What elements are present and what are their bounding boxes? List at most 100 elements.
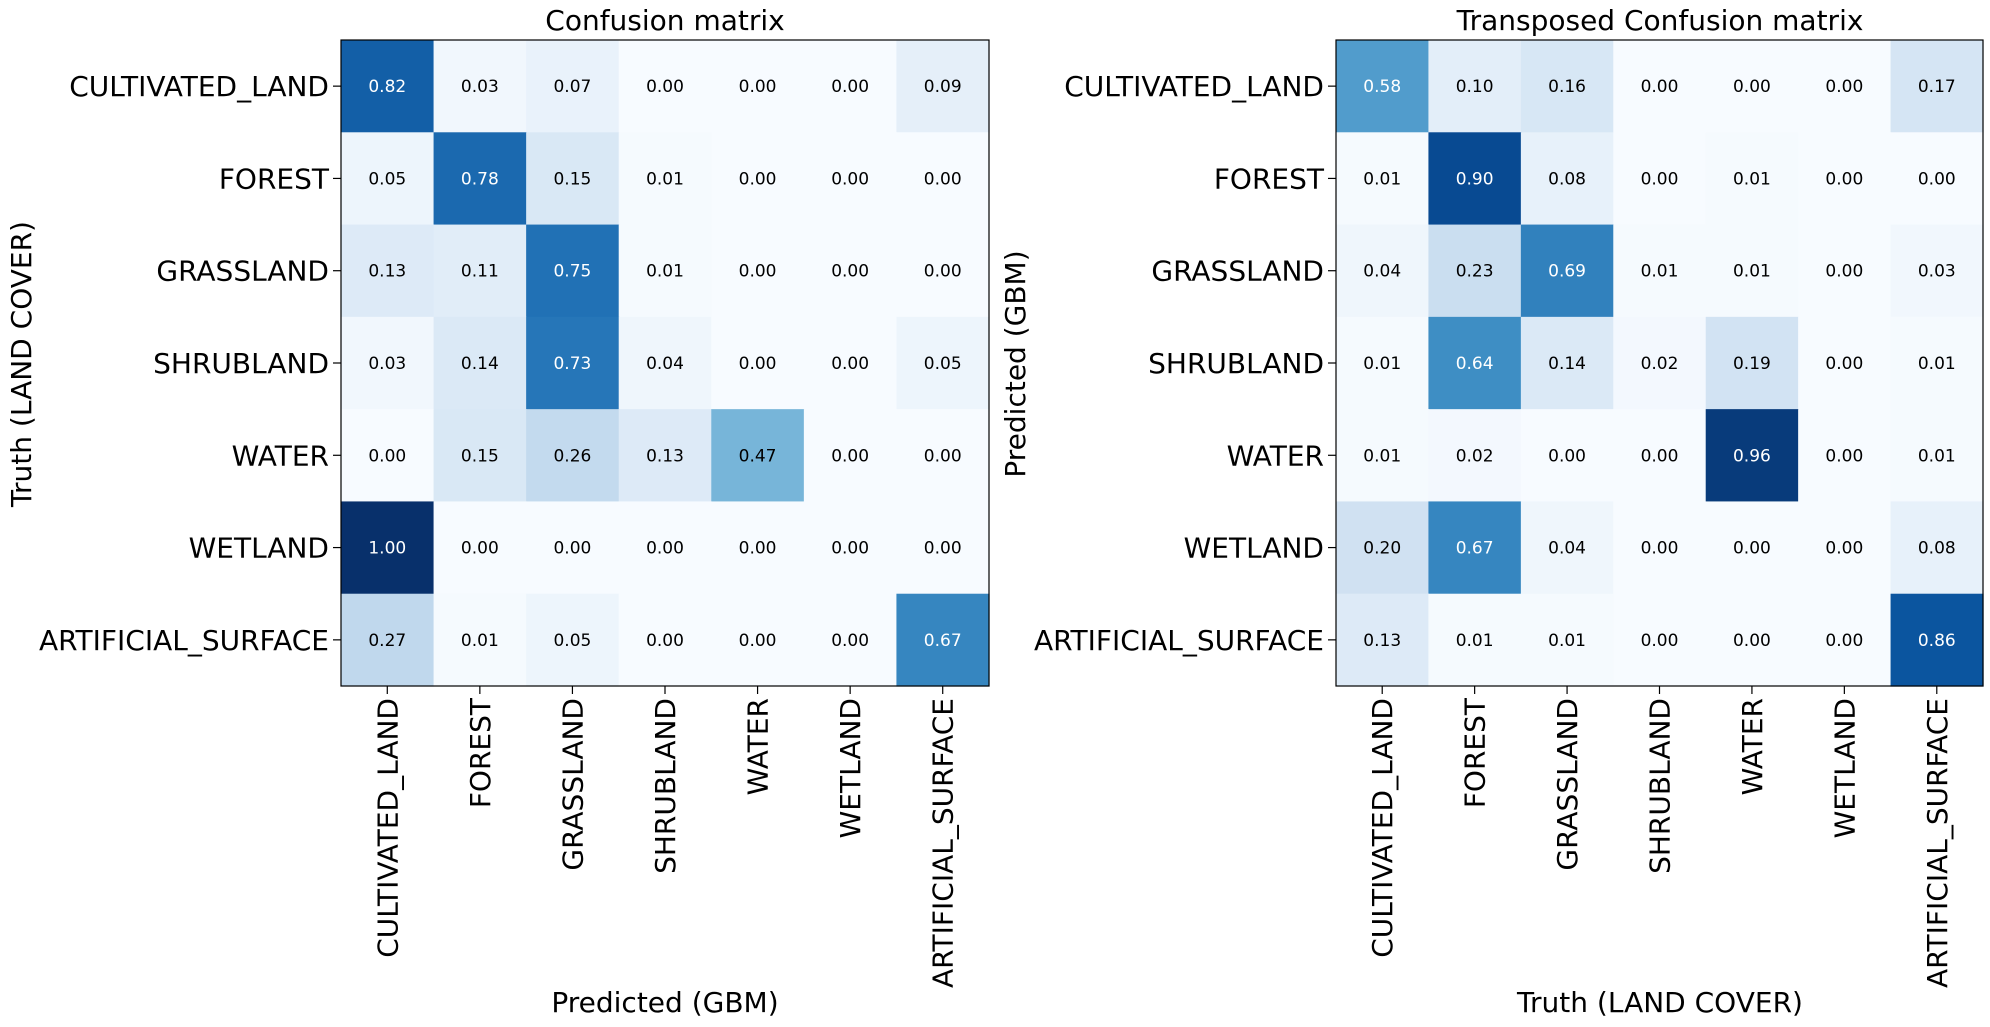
y-axis-label: Truth (LAND COVER) [5,221,38,508]
heatmap-cell [803,501,898,595]
cell-value-label: 0.00 [1825,354,1863,374]
heatmap-cell [711,316,805,410]
cell-value-label: 0.78 [461,169,499,189]
cell-value-label: 0.15 [553,169,591,189]
heatmap-cell [341,593,435,687]
heatmap-cell [433,40,527,133]
cell-value-label: 0.08 [1918,539,1956,559]
cell-value-label: 0.17 [1918,77,1956,97]
y-tick-label: ARTIFICIAL_SURFACE [39,624,329,657]
heatmap-cell [1798,409,1892,503]
cell-value-label: 0.27 [368,631,406,651]
cell-value-label: 0.00 [368,446,406,466]
heatmap-cell [711,40,805,133]
cell-value-label: 0.82 [368,77,406,97]
heatmap-cell [1798,132,1892,226]
heatmap-cell [618,132,712,226]
cell-value-label: 0.73 [553,354,591,374]
x-tick-label: FOREST [1459,697,1492,808]
heatmap-cell [896,40,990,133]
cell-value-label: 0.03 [1918,262,1956,282]
cell-value-label: 0.00 [739,77,777,97]
y-tick-label: GRASSLAND [156,255,329,288]
heatmap-cell [1705,40,1799,133]
heatmap-cell [1613,316,1707,410]
cell-value-label: 0.00 [1918,169,1956,189]
heatmap-cell [1613,409,1707,503]
cell-value-label: 0.00 [1825,446,1863,466]
y-tick-label: FOREST [1214,162,1325,195]
heatmap-cell [1613,593,1707,687]
heatmap-cell [618,40,712,133]
heatmap-cell [1613,40,1707,133]
cell-value-label: 0.00 [924,446,962,466]
heatmap-cell [526,501,620,595]
cell-value-label: 0.01 [1548,631,1586,651]
heatmap-cell [1613,224,1707,318]
y-tick-label: SHRUBLAND [153,347,329,380]
heatmap-cell [1890,316,1984,410]
heatmap-cell [526,40,620,133]
x-axis-label: Predicted (GBM) [551,986,778,1019]
cell-value-label: 0.01 [1918,354,1956,374]
heatmap-cell [896,409,990,503]
confusion-matrix-panel: Confusion matrix Predicted (GBM) Truth (… [5,4,990,1019]
cell-value-label: 0.00 [831,77,869,97]
heatmap-cell [1798,316,1892,410]
heatmap-cell [1336,40,1430,133]
cell-value-label: 0.00 [1825,77,1863,97]
heatmap-cell [1798,501,1892,595]
heatmap-cell [1890,40,1984,133]
cell-value-label: 0.00 [1733,539,1771,559]
heatmap-cell [433,501,527,595]
heatmap-cell [1798,224,1892,318]
cell-value-label: 0.03 [461,77,499,97]
heatmap-cell [618,501,712,595]
cell-value-label: 0.00 [739,169,777,189]
cell-value-label: 0.47 [739,446,777,466]
cell-value-label: 0.01 [1641,262,1679,282]
cell-value-label: 0.15 [461,446,499,466]
heatmap-cell [711,593,805,687]
heatmap-cell [618,409,712,503]
cell-value-label: 0.90 [1456,169,1494,189]
cell-value-label: 0.01 [1363,169,1401,189]
cell-value-label: 0.00 [831,262,869,282]
x-tick-label: SHRUBLAND [1644,698,1677,874]
heatmap-cell [711,224,805,318]
heatmap-cell [803,409,898,503]
heatmap-cell [433,409,527,503]
y-tick-label: SHRUBLAND [1148,347,1324,380]
cell-value-label: 0.00 [553,539,591,559]
cell-value-label: 0.01 [1456,631,1494,651]
heatmap-cell [803,132,898,226]
heatmap-cell [1705,132,1799,226]
cell-value-label: 0.00 [646,77,684,97]
heatmap-cell [896,316,990,410]
cell-value-label: 0.23 [1456,262,1494,282]
heatmap-cell [1428,132,1522,226]
cell-value-label: 0.00 [739,354,777,374]
heatmap-cell [526,132,620,226]
cell-value-label: 0.00 [739,539,777,559]
cell-value-label: 0.09 [924,77,962,97]
heatmap-cell [433,316,527,410]
cell-value-label: 0.19 [1733,354,1771,374]
heatmap-cell [526,316,620,410]
heatmap-cell [341,132,435,226]
heatmap-cell [1520,501,1614,595]
cell-value-label: 0.00 [831,539,869,559]
heatmap-cell [1705,593,1799,687]
cell-value-label: 0.00 [739,262,777,282]
heatmap-cell [1428,501,1522,595]
y-tick-label: GRASSLAND [1151,255,1324,288]
cell-value-label: 0.04 [1548,539,1586,559]
heatmap-cell [1613,501,1707,595]
cell-value-label: 0.05 [924,354,962,374]
x-tick-label: CULTIVATED_LAND [1366,698,1399,958]
heatmap-cell [1336,316,1430,410]
cell-value-label: 0.16 [1548,77,1586,97]
x-tick-label: WETLAND [1828,698,1861,838]
cell-value-label: 0.01 [1733,169,1771,189]
